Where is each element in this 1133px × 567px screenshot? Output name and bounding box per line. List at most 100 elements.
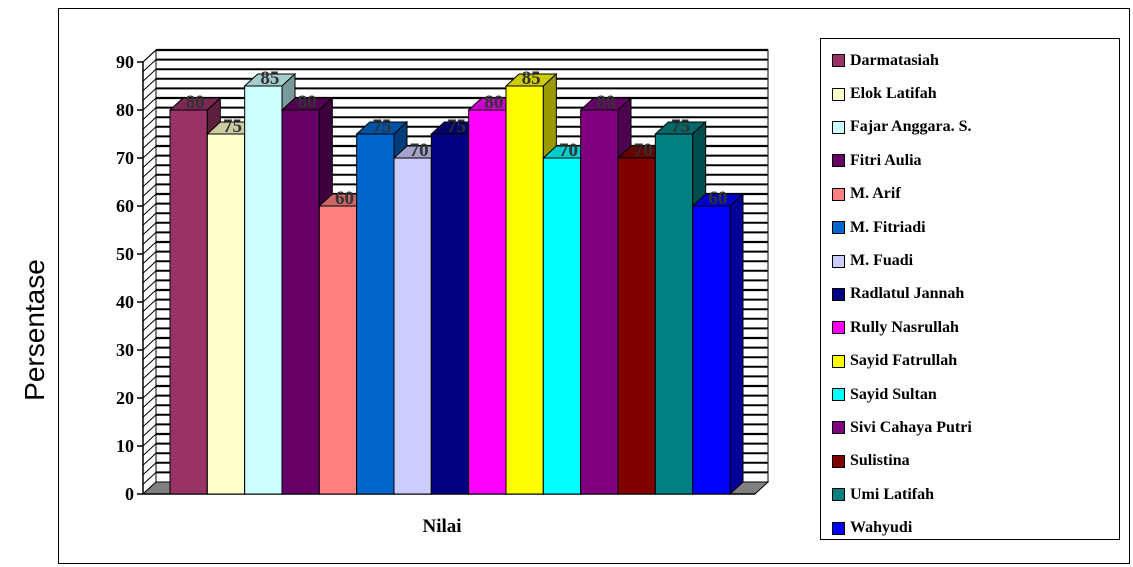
y-tick-label: 80 — [116, 100, 134, 120]
gridline-side — [142, 299, 157, 312]
legend-item: Fajar Anggara. S. — [832, 111, 1119, 144]
legend-swatch — [832, 54, 845, 68]
legend-label: M. Fuadi — [850, 252, 914, 270]
y-tick-label: 40 — [116, 292, 134, 312]
gridline-side — [142, 424, 157, 437]
y-tick-label: 70 — [116, 148, 134, 168]
y-tick-label: 60 — [116, 196, 134, 216]
legend-swatch — [832, 221, 845, 235]
legend-item: M. Fitriadi — [832, 211, 1119, 244]
legend-swatch — [832, 287, 845, 301]
bar-front — [169, 109, 208, 495]
gridline-side — [142, 78, 157, 92]
gridline-side — [142, 49, 157, 63]
data-label: 80 — [484, 92, 503, 113]
gridline-side — [142, 241, 157, 255]
bar-front — [617, 157, 656, 495]
gridline-side — [142, 452, 157, 466]
gridline-side — [142, 251, 157, 264]
gridline-side — [142, 222, 157, 236]
bar-front — [393, 157, 432, 495]
bar-front — [318, 205, 358, 495]
gridline-side — [142, 270, 157, 284]
gridline-side — [142, 164, 157, 178]
y-tick-label: 20 — [116, 388, 134, 408]
legend-item: Darmatasiah — [832, 44, 1119, 77]
legend-label: Sayid Sultan — [850, 385, 937, 403]
gridline-side — [142, 232, 157, 245]
legend-item: Elok Latifah — [832, 77, 1119, 110]
data-label: 75 — [223, 116, 242, 137]
legend-label: Elok Latifah — [850, 85, 937, 103]
legend-swatch — [832, 388, 845, 402]
y-tick-label: 50 — [116, 244, 134, 264]
legend-item: Sulistina — [832, 445, 1119, 478]
legend-label: M. Fitriadi — [850, 218, 926, 236]
data-label: 80 — [298, 92, 317, 113]
data-labels: 80 75 85 80 60 75 70 75 80 85 70 80 70 75 60 — [186, 68, 728, 209]
legend-swatch — [832, 354, 845, 368]
bar-front — [468, 109, 507, 495]
gridline-side — [142, 107, 157, 120]
gridline-side — [142, 395, 157, 408]
gridline-side — [142, 126, 157, 140]
bar — [691, 192, 745, 496]
legend-swatch — [832, 87, 845, 101]
gridline-side — [142, 116, 157, 130]
legend-item: Sivi Cahaya Putri — [832, 411, 1119, 444]
bar-front — [505, 85, 544, 495]
legend-item: Radlatul Jannah — [832, 278, 1119, 311]
legend: Darmatasiah Elok Latifah Fajar Anggara. S.… — [820, 38, 1120, 540]
legend-item: Rully Nasrullah — [832, 311, 1119, 344]
legend-label: Wahyudi — [850, 519, 913, 537]
data-label: 85 — [522, 68, 541, 89]
legend-label: Sayid Fatrullah — [850, 352, 958, 370]
legend-item: Umi Latifah — [832, 478, 1119, 511]
gridline-side — [142, 280, 157, 293]
data-label: 75 — [671, 116, 690, 137]
legend-item: Wahyudi — [832, 511, 1119, 544]
data-label: 60 — [708, 188, 727, 209]
legend-label: Sulistina — [850, 452, 910, 470]
legend-label: Radlatul Jannah — [850, 285, 965, 303]
bars — [168, 72, 745, 496]
legend-swatch — [832, 454, 845, 468]
gridline-side — [142, 260, 157, 274]
gridline-side — [142, 136, 157, 149]
bar-front — [206, 133, 246, 495]
legend-label: Umi Latifah — [850, 485, 934, 503]
legend-swatch — [832, 154, 845, 168]
data-label: 70 — [410, 140, 429, 161]
y-tick-label: 10 — [116, 436, 134, 456]
legend-label: Fajar Anggara. S. — [850, 118, 972, 136]
y-tick-labels: 0 10 20 30 40 50 60 70 80 90 — [116, 52, 143, 504]
gridline-side — [142, 404, 157, 418]
data-label: 60 — [335, 188, 354, 209]
gridline-side — [142, 97, 157, 111]
legend-item: Sayid Fatrullah — [832, 345, 1119, 378]
legend-swatch — [832, 421, 845, 435]
bar-front — [692, 205, 731, 495]
gridline-side — [142, 59, 157, 72]
gridline-side — [142, 376, 157, 389]
legend-label: Sivi Cahaya Putri — [850, 418, 972, 436]
legend-item: M. Fuadi — [832, 244, 1119, 277]
gridline-side — [142, 174, 157, 188]
y-axis-label: Persentase — [19, 259, 50, 401]
bar-front — [244, 85, 283, 495]
gridline-side — [142, 308, 157, 322]
bar-front — [430, 133, 470, 495]
bar-front — [580, 109, 619, 495]
gridline-side — [142, 155, 157, 168]
legend-swatch — [832, 254, 845, 268]
bar-side — [729, 192, 744, 496]
bar-front — [356, 133, 395, 495]
data-label: 70 — [559, 140, 578, 161]
gridline-side — [142, 356, 157, 370]
gridline-side — [142, 184, 157, 197]
legend-swatch — [832, 521, 845, 535]
data-label: 70 — [634, 140, 653, 161]
gridline-side — [142, 193, 157, 207]
legend-label: M. Arif — [850, 185, 901, 203]
